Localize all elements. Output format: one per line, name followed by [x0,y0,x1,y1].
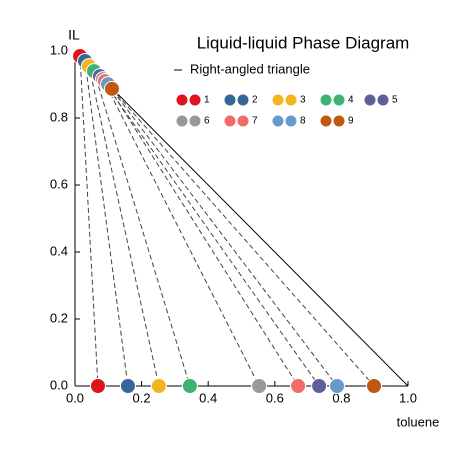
point [119,378,136,394]
x-tick-label: 0.0 [66,390,84,405]
point [103,80,120,97]
tie-line [111,88,375,387]
point [89,378,106,394]
x-tick-label: 0.4 [199,390,217,405]
x-tick-label: 0.6 [266,390,284,405]
legend-marker [271,114,285,128]
point [311,378,328,394]
x-tick-label: 0.2 [133,390,151,405]
legend-marker [236,114,250,128]
legend-marker [332,93,346,107]
x-axis-label: toluene [397,414,440,429]
y-tick-label: 0.4 [50,243,68,258]
legend-marker [332,114,346,128]
tie-line [107,83,338,387]
legend-marker [284,114,298,128]
point [150,378,167,394]
chart-title: Liquid-liquid Phase Diagram [197,33,410,52]
legend-marker [188,114,202,128]
legend-label: 7 [252,116,258,127]
point [181,378,198,394]
legend-label: 1 [204,95,210,106]
point [290,378,307,394]
legend-marker [319,93,333,107]
legend-label: 9 [348,116,354,127]
point [366,378,383,394]
point [329,378,346,394]
y-tick-label: 0.8 [50,109,68,124]
legend-label: 4 [348,95,354,106]
y-tick-label: 1.0 [50,42,68,57]
tie-line [88,65,160,387]
legend-marker [376,93,390,107]
point [251,378,268,394]
tie-line [99,75,320,387]
legend-marker [223,93,237,107]
legend-marker [175,93,189,107]
legend-label: 5 [392,95,398,106]
legend-marker [319,114,333,128]
legend-marker [188,93,202,107]
legend-marker [363,93,377,107]
tie-line [104,80,299,387]
legend-label: 6 [204,116,210,127]
triangle-line [74,50,409,387]
legend-label: 8 [300,116,306,127]
x-tick-label: 0.8 [332,390,350,405]
legend-marker [175,114,189,128]
x-tick-label: 1.0 [399,390,417,405]
legend-marker [271,93,285,107]
tie-line [93,70,191,387]
legend-label: Right-angled triangle [190,61,310,76]
tie-line [79,55,99,387]
y-tick-label: 0.0 [50,377,68,392]
tie-line [102,78,260,387]
y-tick-label: 0.6 [50,176,68,191]
y-axis-label: IL [68,27,80,43]
legend-label: 3 [300,95,306,106]
y-tick-label: 0.2 [50,310,68,325]
tie-line [84,60,129,387]
legend-marker [223,114,237,128]
legend-label: 2 [252,95,258,106]
legend-marker [284,93,298,107]
legend-marker [236,93,250,107]
